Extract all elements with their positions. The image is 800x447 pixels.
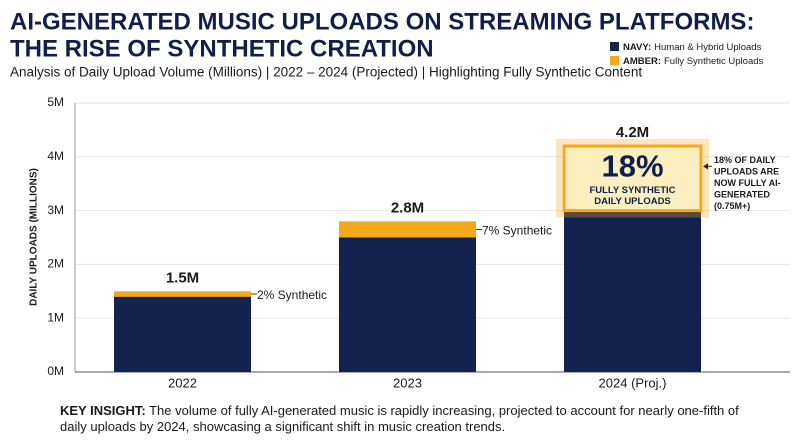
highlight-text: DAILY UPLOADS	[594, 196, 671, 207]
y-tick-label: 5M	[47, 95, 64, 109]
y-tick-label: 1M	[47, 310, 64, 324]
legend-prefix: AMBER:	[623, 56, 661, 67]
chart-title: AI-GENERATED MUSIC UPLOADS ON STREAMING …	[10, 8, 754, 35]
total-label: 1.5M	[166, 269, 199, 286]
y-tick-label: 4M	[47, 149, 64, 163]
bar-segment	[562, 144, 703, 213]
bar-segment	[339, 237, 476, 372]
legend-name: Human & Hybrid Uploads	[654, 42, 761, 53]
key-insight-label: KEY INSIGHT:	[60, 403, 146, 418]
y-tick-label: 0M	[47, 364, 64, 378]
x-tick-label: 2022	[168, 375, 197, 390]
highlight-note: NOW FULLY AI-	[714, 178, 781, 188]
highlight-note: GENERATED	[714, 189, 770, 199]
highlight-note: (0.75M+)	[714, 201, 750, 211]
legend-name: Fully Synthetic Uploads	[664, 56, 764, 67]
legend-swatch	[610, 56, 619, 65]
segment-note: 2% Synthetic	[257, 288, 327, 302]
bar-segment	[564, 210, 701, 372]
total-label: 2.8M	[391, 199, 424, 216]
highlight-note: 18% OF DAILY	[714, 155, 776, 165]
highlight-glow	[556, 139, 709, 218]
bar-segment	[114, 296, 251, 372]
chart-title: THE RISE OF SYNTHETIC CREATION	[10, 35, 434, 62]
bar-segment	[339, 221, 476, 238]
key-insight: KEY INSIGHT: The volume of fully AI-gene…	[60, 403, 760, 435]
legend-entry: NAVY: Human & Hybrid Uploads	[623, 42, 762, 53]
x-tick-label: 2024 (Proj.)	[599, 375, 667, 390]
legend-prefix: NAVY:	[623, 42, 651, 53]
x-tick-label: 2023	[393, 375, 422, 390]
y-axis-label: DAILY UPLOADS (MILLIONS)	[29, 168, 40, 306]
chart-subtitle: Analysis of Daily Upload Volume (Million…	[10, 65, 642, 80]
bar-segment	[114, 291, 251, 297]
note-arrowhead	[703, 163, 708, 170]
total-label: 4.2M	[616, 124, 649, 141]
highlight-note: UPLOADS ARE	[714, 166, 779, 176]
highlight-text: FULLY SYNTHETIC	[589, 185, 675, 196]
y-tick-label: 3M	[47, 203, 64, 217]
segment-note: 7% Synthetic	[482, 224, 552, 238]
y-tick-label: 2M	[47, 257, 64, 271]
legend-swatch	[610, 42, 619, 51]
legend-entry: AMBER: Fully Synthetic Uploads	[623, 56, 764, 67]
highlight-value: 18%	[601, 149, 663, 184]
key-insight-text: The volume of fully AI-generated music i…	[60, 403, 739, 434]
